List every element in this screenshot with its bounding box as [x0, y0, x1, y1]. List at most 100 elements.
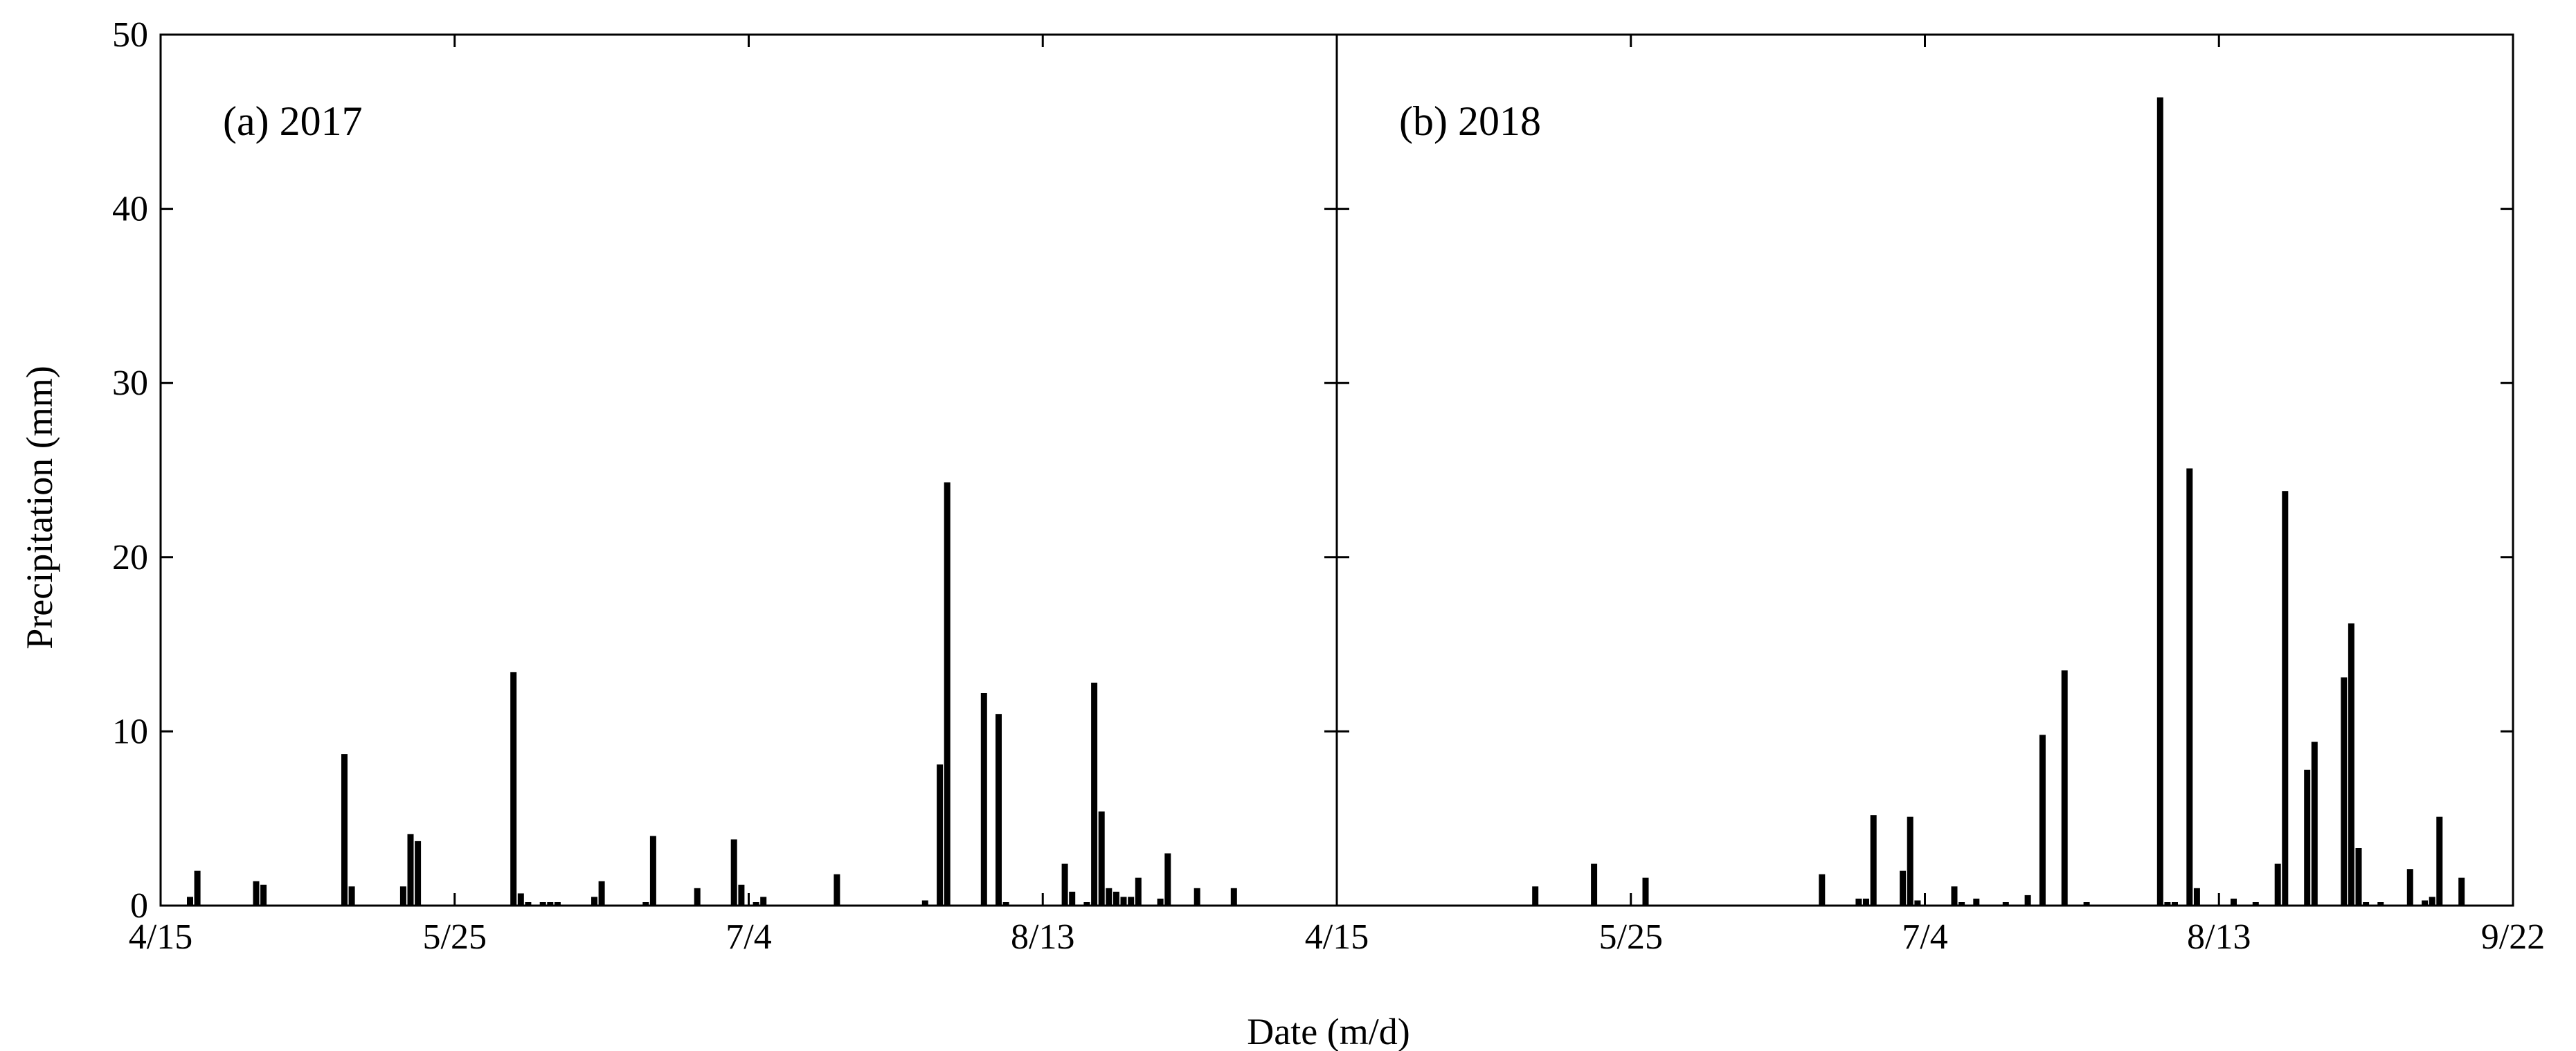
bar	[2274, 863, 2281, 906]
bar	[937, 764, 944, 906]
bar	[2186, 468, 2193, 906]
bar	[2304, 769, 2311, 906]
bar	[834, 874, 840, 906]
bar	[1958, 902, 1965, 906]
bar	[2311, 742, 2318, 906]
bar	[1907, 816, 1913, 906]
x-tick-label: 8/13	[1011, 917, 1074, 957]
bar	[921, 900, 928, 906]
y-tick-label: 20	[112, 538, 148, 577]
panel-label-2: (b) 2018	[1399, 98, 1541, 144]
bar	[510, 672, 517, 906]
bar	[407, 834, 414, 906]
y-tick-label: 50	[112, 15, 148, 55]
bar	[1870, 815, 1877, 906]
bar	[525, 902, 532, 906]
bar	[554, 902, 561, 906]
bar	[1230, 888, 1237, 906]
bar	[539, 902, 546, 906]
x-tick-label: 4/15	[1305, 917, 1369, 957]
y-tick-label: 40	[112, 190, 148, 229]
bar	[2422, 900, 2429, 906]
bar	[2024, 895, 2031, 906]
bar	[1069, 891, 1076, 906]
bar	[1113, 891, 1119, 906]
bar	[2429, 897, 2435, 906]
bar	[2377, 902, 2384, 906]
bar	[944, 482, 951, 906]
bar	[2355, 848, 2362, 906]
bar	[1591, 863, 1598, 906]
x-axis-title: Date (m/d)	[1247, 1011, 1409, 1051]
panel-frame-2	[1335, 33, 2514, 907]
bar	[760, 897, 767, 906]
y-tick-label: 0	[130, 886, 148, 926]
panel-frame-1	[159, 33, 1338, 907]
bar	[2164, 902, 2171, 906]
x-tick-label: 4/15	[129, 917, 192, 957]
bar	[1061, 863, 1068, 906]
bar	[399, 886, 406, 906]
bar	[1098, 811, 1105, 906]
bar	[517, 893, 524, 906]
x-tick-label: 9/22	[2481, 917, 2545, 957]
bar	[1819, 874, 1826, 906]
bar	[1106, 888, 1113, 906]
bar	[2458, 877, 2465, 906]
y-tick-label: 10	[112, 712, 148, 751]
bar	[1002, 902, 1009, 906]
bar	[253, 881, 260, 906]
bar	[980, 693, 987, 906]
x-tick-label: 5/25	[1599, 917, 1663, 957]
bar	[1128, 897, 1135, 906]
bar	[2039, 735, 2046, 906]
bar	[2252, 902, 2259, 906]
bar	[348, 886, 355, 906]
bar	[1973, 898, 1980, 906]
bar	[996, 714, 1002, 906]
bar	[547, 902, 554, 906]
bar	[642, 902, 649, 906]
bar	[2231, 898, 2237, 906]
bar	[1157, 898, 1164, 906]
y-tick-label: 30	[112, 363, 148, 403]
bar	[187, 897, 193, 906]
bar	[1091, 683, 1098, 906]
bar	[591, 897, 597, 906]
bar	[2363, 902, 2370, 906]
bar	[730, 839, 737, 906]
bar	[2002, 902, 2009, 906]
bar	[694, 888, 701, 906]
bar	[1532, 886, 1539, 906]
bar	[1863, 898, 1869, 906]
bar	[1194, 888, 1200, 906]
x-tick-label: 5/25	[423, 917, 487, 957]
bar	[415, 841, 422, 906]
bar	[1135, 877, 1142, 906]
bar	[260, 884, 267, 906]
bar	[1900, 870, 1907, 906]
bar	[1120, 897, 1127, 906]
x-tick-label: 8/13	[2187, 917, 2251, 957]
bar	[2061, 670, 2068, 906]
bar	[649, 836, 656, 906]
bar	[2348, 623, 2354, 906]
bar	[753, 902, 759, 906]
bar	[738, 884, 745, 906]
bar	[2436, 816, 2443, 906]
y-axis-title: Precipitation (mm)	[19, 366, 60, 649]
bar	[1951, 886, 1958, 906]
bar	[1083, 902, 1090, 906]
panel-label-1: (a) 2017	[223, 98, 363, 144]
bar	[194, 870, 201, 906]
bar	[598, 881, 605, 906]
bar	[2193, 888, 2200, 906]
bar	[1642, 877, 1649, 906]
bar	[341, 754, 348, 906]
x-tick-label: 7/4	[726, 917, 771, 957]
bar	[2282, 491, 2289, 906]
bar	[2156, 97, 2163, 906]
x-tick-label: 7/4	[1902, 917, 1947, 957]
bar	[2083, 902, 2090, 906]
